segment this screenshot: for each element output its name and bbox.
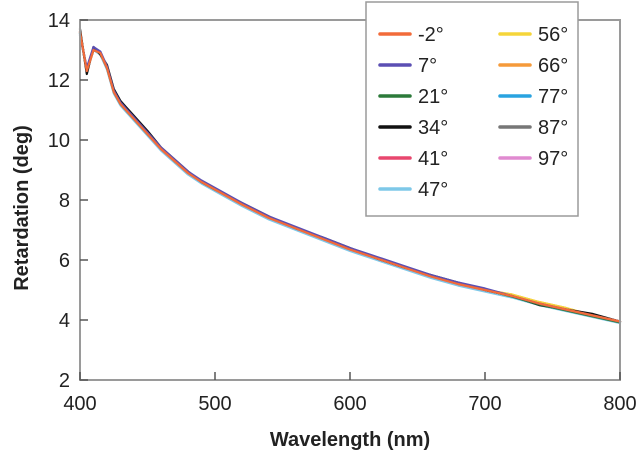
y-tick-label: 2 [59,370,70,392]
y-tick-label: 6 [59,250,70,272]
x-tick-label: 800 [603,393,636,415]
legend-label: 41° [418,148,448,170]
series-line-0 [78,30,622,323]
series-lines [78,27,622,325]
legend-label: 47° [418,179,448,201]
legend-label: 66° [538,55,568,77]
legend-box [365,1,579,217]
x-axis-title: Wavelength (nm) [270,429,430,451]
y-tick-label: 4 [59,310,70,332]
legend-label: 56° [538,24,568,46]
y-tick-label: 12 [48,70,70,92]
x-tick-label: 500 [198,393,231,415]
legend-label: -2° [418,24,444,46]
legend: -2° 7° 21° 34° 41° 47° 56° 66° 77° 87° 97° [365,1,579,217]
y-tick-label: 14 [48,10,70,32]
axis-ticks: 400 500 600 700 800 2 4 6 8 10 12 14 [48,10,637,415]
legend-label: 7° [418,55,437,77]
y-tick-label: 8 [59,190,70,212]
legend-label: 97° [538,148,568,170]
x-tick-label: 400 [63,393,96,415]
x-tick-label: 700 [468,393,501,415]
legend-label: 21° [418,86,448,108]
legend-label: 87° [538,117,568,139]
x-tick-label: 600 [333,393,366,415]
y-tick-label: 10 [48,130,70,152]
legend-label: 34° [418,117,448,139]
legend-label: 77° [538,86,568,108]
y-axis-title: Retardation (deg) [11,125,33,291]
